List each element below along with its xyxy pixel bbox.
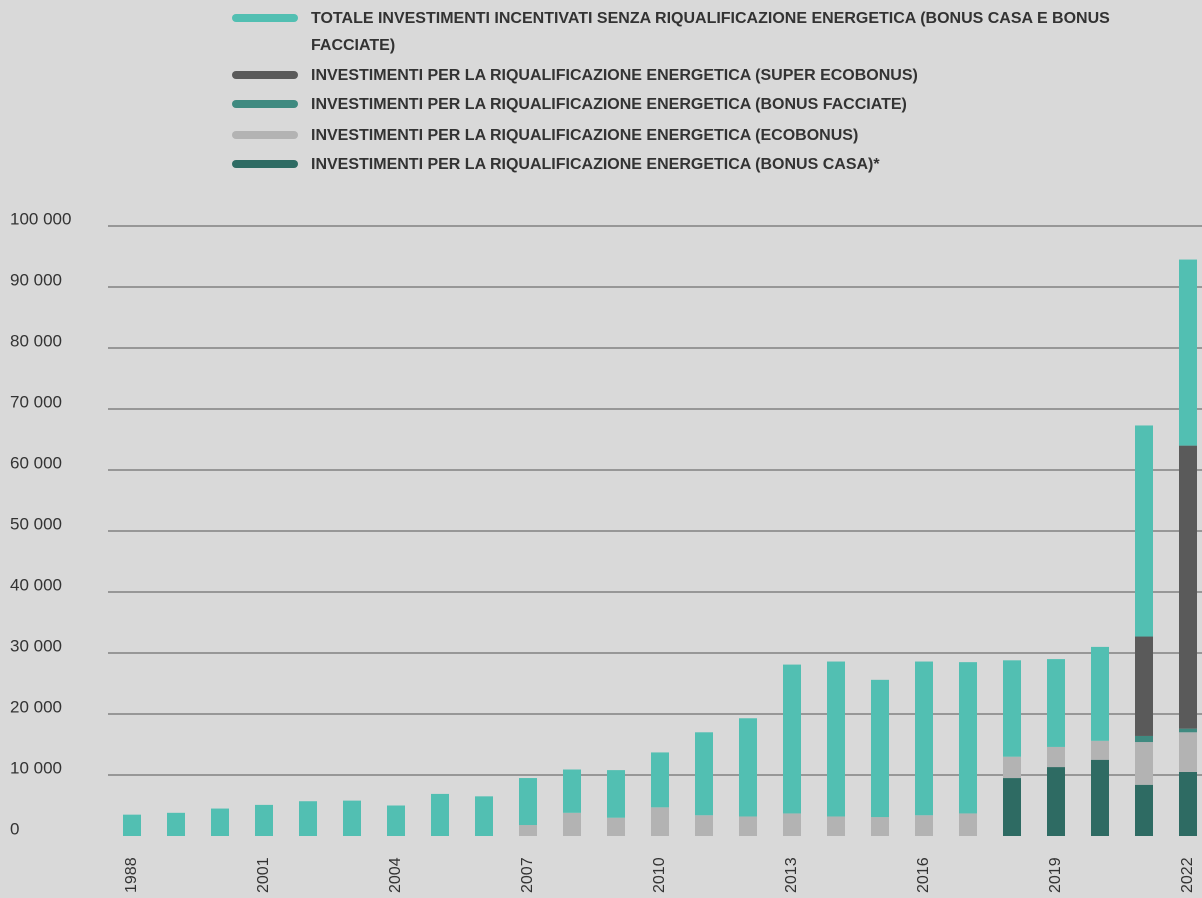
bar-segment — [1135, 735, 1153, 743]
x-tick-label: 2013 — [783, 857, 800, 893]
bar-segment — [871, 679, 889, 818]
bar-segment — [211, 808, 229, 836]
x-tick-label: 2004 — [387, 857, 404, 893]
bar-segment — [607, 817, 625, 836]
y-tick-label: 20 000 — [10, 697, 62, 716]
x-tick-label: 1988 — [123, 857, 140, 893]
bar-segment — [651, 752, 669, 808]
bar-segment — [1135, 425, 1153, 637]
x-tick-label: 2022 — [1179, 857, 1196, 893]
bar-segment — [1179, 771, 1197, 836]
bar-segment — [167, 812, 185, 836]
bar-segment — [827, 816, 845, 836]
bar-segment — [695, 815, 713, 836]
legend-label: TOTALE INVESTIMENTI INCENTIVATI SENZA RI… — [311, 9, 1110, 54]
bar-segment — [343, 800, 361, 836]
bar-segment — [519, 825, 537, 836]
bar-segment — [739, 718, 757, 817]
legend-label: INVESTIMENTI PER LA RIQUALIFICAZIONE ENE… — [311, 155, 880, 173]
x-tick-label: 2019 — [1047, 857, 1064, 893]
bar-segment — [1135, 636, 1153, 736]
y-tick-label: 0 — [10, 819, 19, 838]
legend-label: INVESTIMENTI PER LA RIQUALIFICAZIONE ENE… — [311, 126, 859, 144]
y-tick-label: 100 000 — [10, 209, 71, 228]
bar-segment — [519, 778, 537, 826]
bar-segment — [783, 813, 801, 836]
bar-segment — [1003, 660, 1021, 757]
y-tick-label: 60 000 — [10, 453, 62, 472]
bar-segment — [431, 793, 449, 836]
bar-segment — [563, 769, 581, 813]
bar-segment — [959, 662, 977, 814]
bar-segment — [959, 813, 977, 836]
bar-segment — [1003, 778, 1021, 836]
y-tick-label: 90 000 — [10, 270, 62, 289]
bar-segment — [1179, 445, 1197, 729]
bar-segment — [387, 805, 405, 836]
bar-segment — [695, 732, 713, 816]
y-tick-label: 30 000 — [10, 636, 62, 655]
y-tick-label: 70 000 — [10, 392, 62, 411]
bar-segment — [1091, 646, 1109, 741]
y-tick-label: 50 000 — [10, 514, 62, 533]
x-tick-label: 2016 — [915, 857, 932, 893]
x-tick-label: 2001 — [255, 857, 272, 893]
bar-segment — [1179, 259, 1197, 446]
bar-segment — [915, 815, 933, 836]
bar-segment — [827, 661, 845, 817]
bar-segment — [299, 801, 317, 836]
bar-segment — [1003, 756, 1021, 779]
x-tick-label: 2010 — [651, 857, 668, 893]
bar-segment — [651, 807, 669, 836]
bar-segment — [1179, 732, 1197, 772]
bar-segment — [1091, 759, 1109, 836]
bar-segment — [1047, 767, 1065, 836]
legend-label: INVESTIMENTI PER LA RIQUALIFICAZIONE ENE… — [311, 66, 918, 84]
bar-segment — [255, 804, 273, 836]
x-tick-label: 2007 — [519, 857, 536, 893]
bar-segment — [1179, 728, 1197, 733]
bar-segment — [123, 814, 141, 836]
y-tick-label: 80 000 — [10, 331, 62, 350]
bar-segment — [1047, 659, 1065, 747]
bar-segment — [475, 796, 493, 836]
y-tick-label: 10 000 — [10, 758, 62, 777]
bar-segment — [871, 817, 889, 836]
bar-segment — [1135, 784, 1153, 836]
y-tick-label: 40 000 — [10, 575, 62, 594]
bar-segment — [739, 816, 757, 836]
legend-label: INVESTIMENTI PER LA RIQUALIFICAZIONE ENE… — [311, 95, 907, 113]
bar-segment — [1135, 742, 1153, 785]
bar-segment — [1047, 746, 1065, 768]
bar-segment — [783, 664, 801, 814]
bar-segment — [563, 812, 581, 836]
bar-segment — [607, 770, 625, 818]
bar-segment — [915, 661, 933, 816]
bar-segment — [1091, 740, 1109, 760]
